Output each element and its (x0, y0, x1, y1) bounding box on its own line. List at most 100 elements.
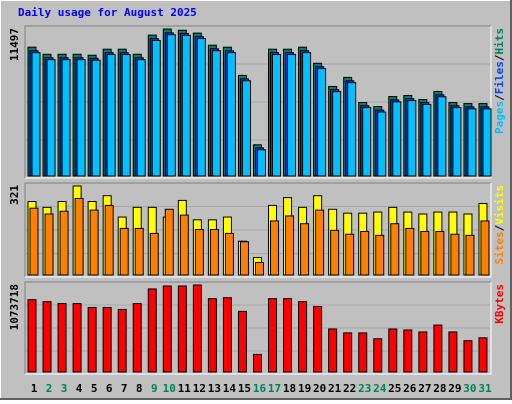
x-tick-label: 3 (61, 382, 68, 395)
bar (256, 149, 266, 177)
bar (362, 107, 372, 177)
bar (345, 233, 355, 276)
bar (181, 34, 191, 177)
bar (76, 59, 86, 177)
bar (270, 220, 280, 276)
bar (448, 331, 458, 373)
bar (91, 59, 101, 177)
bar (117, 308, 127, 373)
bar (407, 100, 417, 177)
bar (194, 229, 204, 276)
legend-entry: Sites (493, 231, 506, 264)
bar (166, 34, 176, 177)
bar (104, 204, 114, 276)
legend-separator: / (493, 54, 506, 61)
bar (147, 288, 157, 373)
x-tick-label: 17 (268, 382, 281, 395)
bar (42, 301, 52, 373)
bar (119, 227, 129, 276)
bar (287, 54, 297, 177)
bar (405, 227, 415, 276)
bar (332, 91, 342, 177)
bar (132, 303, 142, 373)
bar (358, 332, 368, 373)
bar (226, 52, 236, 177)
bar (452, 107, 462, 177)
bar (134, 227, 144, 276)
y-tick-label: 321 (8, 185, 21, 205)
bar (237, 310, 247, 373)
bar (347, 82, 357, 177)
bar (149, 232, 159, 276)
x-tick-label: 9 (151, 382, 158, 395)
bar (463, 340, 473, 373)
x-tick-label: 22 (343, 382, 356, 395)
x-tick-label: 27 (418, 382, 431, 395)
bar (102, 306, 112, 373)
x-tick-label: 28 (433, 382, 446, 395)
bar (330, 229, 340, 276)
bar (44, 213, 54, 276)
bar (343, 332, 353, 373)
bar (433, 324, 443, 373)
x-tick-label: 19 (298, 382, 311, 395)
bar (72, 303, 82, 373)
bar (121, 54, 131, 177)
x-tick-label: 21 (328, 382, 342, 395)
bar (313, 306, 323, 373)
x-tick-label: 31 (478, 382, 492, 395)
bar (27, 299, 37, 373)
bar (164, 208, 174, 276)
y-tick-label: 1073718 (8, 284, 21, 330)
bar (59, 210, 69, 276)
bar (467, 108, 477, 177)
x-tick-label: 15 (238, 382, 251, 395)
x-tick-label: 8 (136, 382, 143, 395)
bar (222, 297, 232, 373)
legend-separator: / (493, 224, 506, 231)
bar (254, 262, 264, 276)
panel-frame (24, 182, 491, 277)
bar (360, 230, 370, 276)
x-tick-label: 14 (223, 382, 237, 395)
bar (480, 220, 490, 276)
x-tick-label: 1 (31, 382, 38, 395)
bar (418, 331, 428, 373)
bar (209, 229, 219, 276)
x-tick-label: 18 (283, 382, 296, 395)
bar (465, 234, 475, 276)
bar (74, 197, 84, 276)
x-tick-label: 10 (163, 382, 176, 395)
bar (106, 54, 116, 177)
bar (390, 223, 400, 276)
legend: KBytes (493, 284, 506, 324)
bar (317, 68, 327, 177)
x-tick-label: 24 (373, 382, 387, 395)
bar (420, 230, 430, 276)
x-tick-label: 7 (121, 382, 128, 395)
bar (388, 328, 398, 373)
bar (207, 298, 217, 373)
legend-entry: KBytes (493, 284, 506, 324)
bar (478, 337, 488, 373)
x-tick-label: 11 (178, 382, 192, 395)
x-tick-label: 6 (106, 382, 113, 395)
bar (437, 96, 447, 177)
x-tick-label: 20 (313, 382, 326, 395)
bar (224, 232, 234, 276)
bar (151, 39, 161, 177)
bar (285, 215, 295, 276)
bar (450, 233, 460, 276)
x-tick-label: 23 (358, 382, 371, 395)
panel-frame (25, 26, 492, 179)
bar (377, 111, 387, 177)
bar (482, 108, 492, 177)
y-tick-label: 11497 (8, 28, 21, 61)
bar (179, 214, 189, 276)
legend: Sites/Visits (493, 185, 506, 265)
bar (403, 329, 413, 373)
x-tick-label: 16 (253, 382, 267, 395)
bar (268, 298, 278, 373)
